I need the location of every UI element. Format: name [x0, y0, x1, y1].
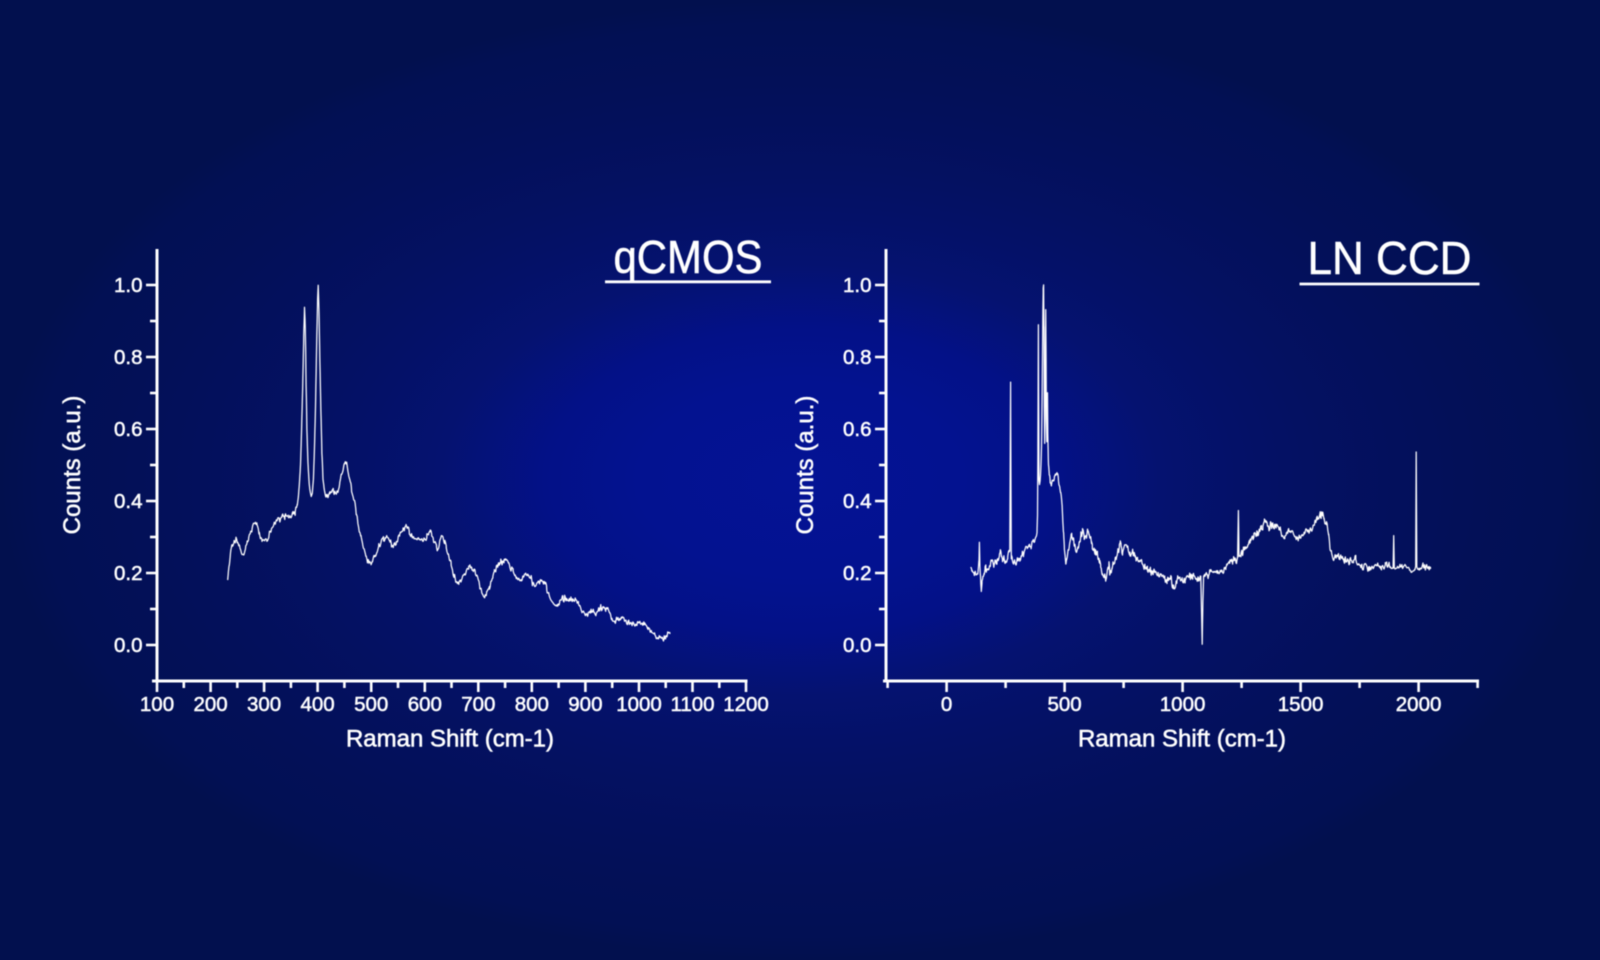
svg-text:1100: 1100 [670, 693, 714, 716]
svg-text:1000: 1000 [616, 693, 662, 716]
svg-text:1000: 1000 [1160, 693, 1206, 716]
svg-text:0.2: 0.2 [843, 562, 872, 585]
svg-text:0.8: 0.8 [843, 346, 872, 369]
svg-text:700: 700 [461, 693, 495, 716]
svg-text:Raman Shift (cm-1): Raman Shift (cm-1) [346, 726, 554, 753]
svg-text:0.4: 0.4 [843, 490, 872, 513]
svg-text:100: 100 [140, 693, 174, 716]
svg-text:0.2: 0.2 [114, 562, 143, 585]
svg-text:Counts (a.u.): Counts (a.u.) [59, 396, 86, 535]
svg-text:500: 500 [1047, 693, 1081, 716]
svg-text:0: 0 [941, 693, 952, 716]
svg-text:200: 200 [193, 693, 227, 716]
svg-text:600: 600 [408, 693, 442, 716]
svg-text:1200: 1200 [723, 693, 769, 716]
svg-text:0.8: 0.8 [114, 346, 143, 369]
svg-text:0.4: 0.4 [114, 490, 143, 513]
svg-text:0.0: 0.0 [843, 634, 872, 657]
svg-text:0.6: 0.6 [843, 418, 872, 441]
svg-text:300: 300 [247, 693, 281, 716]
svg-text:400: 400 [300, 693, 334, 716]
svg-text:Raman Shift (cm-1): Raman Shift (cm-1) [1078, 726, 1286, 753]
svg-text:Counts (a.u.): Counts (a.u.) [792, 396, 819, 535]
svg-text:0.6: 0.6 [114, 418, 143, 441]
svg-text:1.0: 1.0 [114, 274, 143, 297]
svg-text:500: 500 [354, 693, 388, 716]
svg-text:1500: 1500 [1278, 693, 1324, 716]
svg-text:LN CCD: LN CCD [1308, 232, 1472, 284]
svg-text:2000: 2000 [1396, 693, 1442, 716]
svg-text:1.0: 1.0 [843, 274, 872, 297]
svg-text:900: 900 [568, 693, 602, 716]
svg-text:0.0: 0.0 [114, 634, 143, 657]
svg-text:qCMOS: qCMOS [614, 231, 763, 283]
svg-text:800: 800 [515, 693, 549, 716]
